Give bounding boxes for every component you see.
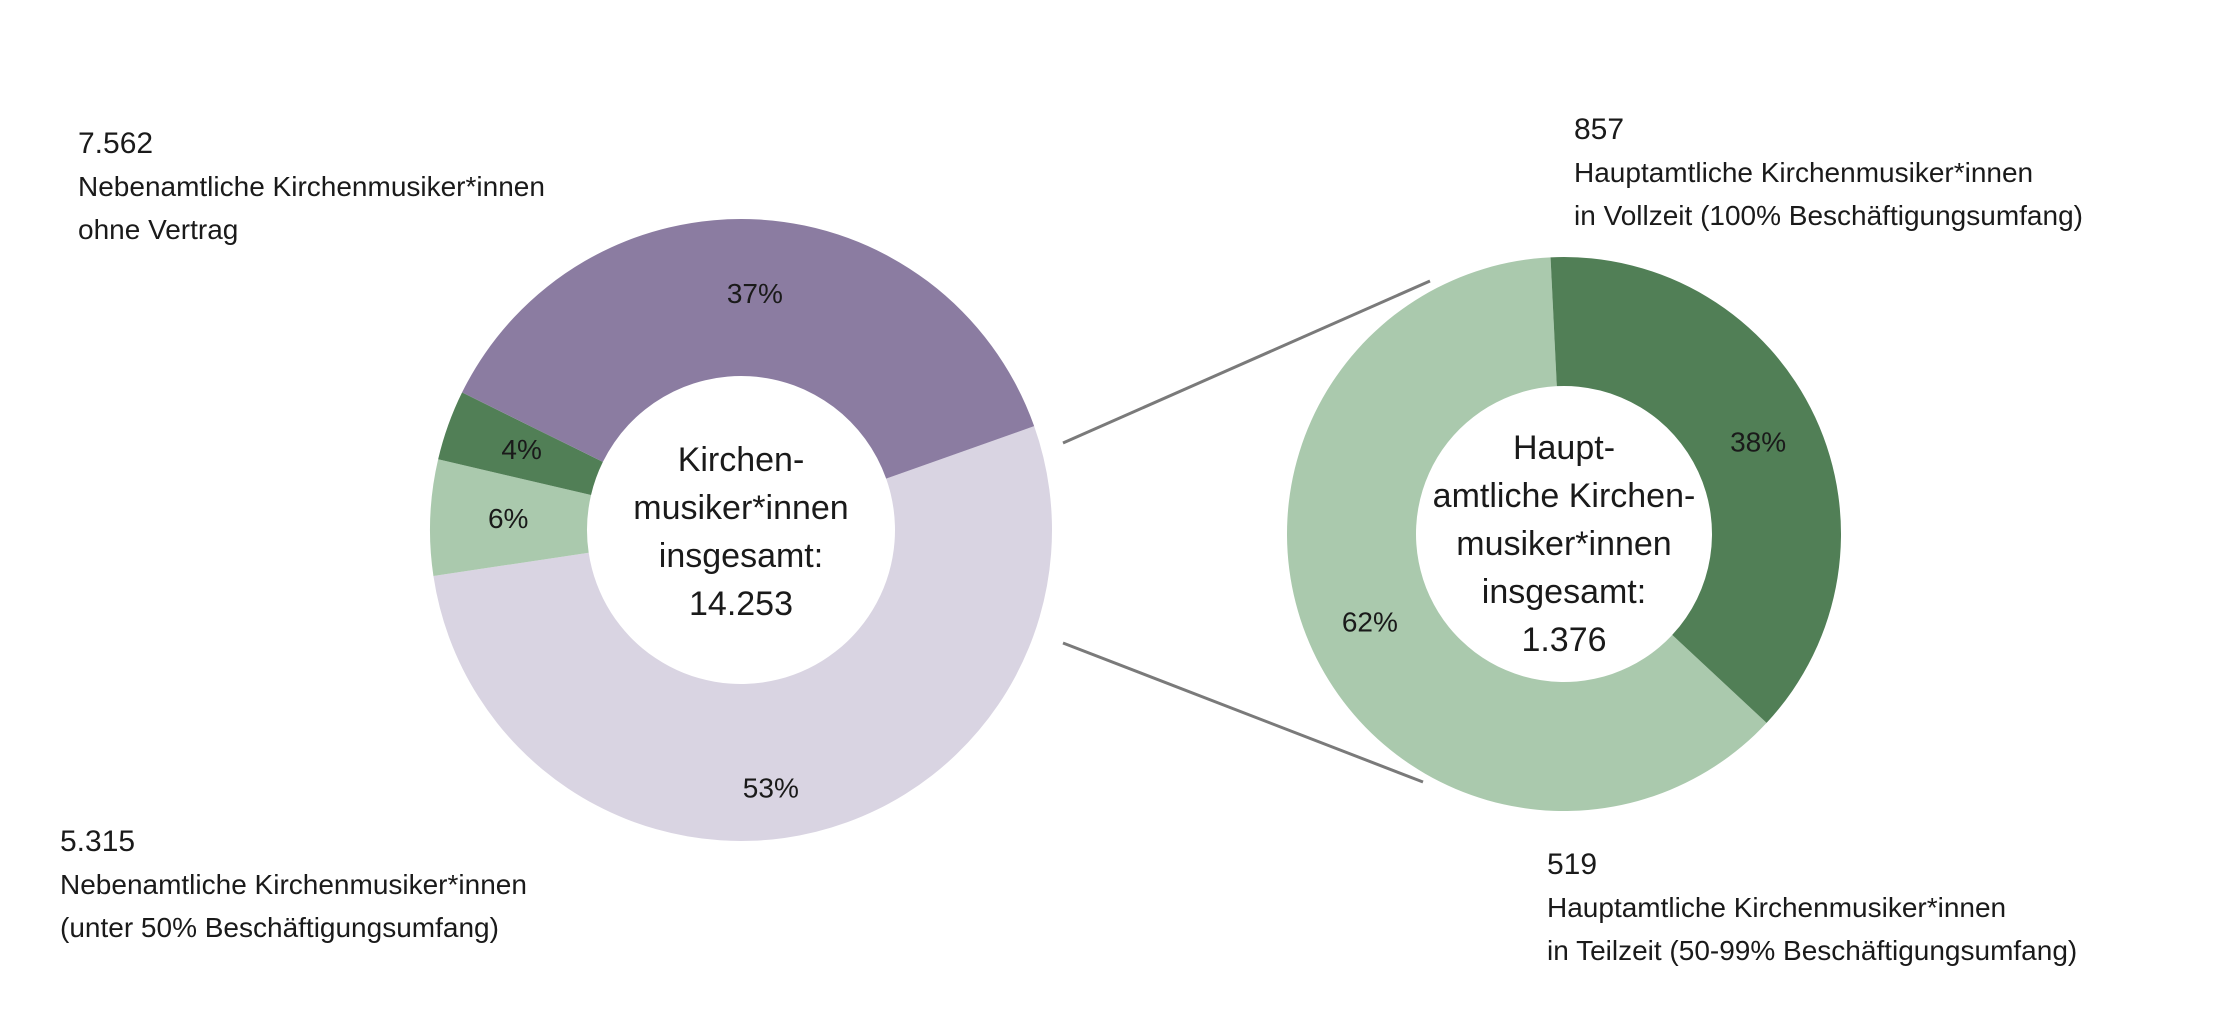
- slice-percent-label: 62%: [1342, 606, 1398, 637]
- annotation-line: Nebenamtliche Kirchenmusiker*innen: [60, 869, 527, 900]
- annotation-number: 857: [1574, 113, 1625, 146]
- donut-center-label: Kirchen-: [678, 441, 805, 479]
- annotation-teilzeit: 519 Hauptamtliche Kirchenmusiker*innen i…: [1547, 843, 2077, 972]
- donut-slice: [1286, 257, 1767, 811]
- annotation-line: in Vollzeit (100% Beschäftigungsumfang): [1574, 200, 2083, 231]
- annotation-line: in Teilzeit (50-99% Beschäftigungsumfang…: [1547, 935, 2078, 966]
- annotation-line: Hauptamtliche Kirchenmusiker*innen: [1547, 892, 2007, 923]
- donut-center-label: insgesamt:: [1482, 573, 1646, 611]
- annotation-number: 7.562: [78, 127, 154, 160]
- donut-slice: [462, 219, 1035, 479]
- annotation-number: 5.315: [60, 825, 136, 858]
- slice-percent-label: 4%: [501, 434, 541, 465]
- connector-line: [1062, 641, 1424, 784]
- slice-percent-label: 38%: [1730, 426, 1786, 457]
- annotation-ohne-vertrag: 7.562 Nebenamtliche Kirchenmusiker*innen…: [78, 122, 545, 251]
- donut-center-label: musiker*innen: [1456, 525, 1671, 563]
- donut-center-label: insgesamt:: [659, 537, 823, 575]
- annotation-nebenamtlich-unter50: 5.315 Nebenamtliche Kirchenmusiker*innen…: [60, 820, 527, 949]
- donut-center-label: Haupt-: [1513, 429, 1615, 467]
- connector-line: [1062, 279, 1431, 445]
- annotation-vollzeit: 857 Hauptamtliche Kirchenmusiker*innen i…: [1574, 108, 2083, 237]
- donut-center-label: 1.376: [1521, 621, 1606, 659]
- donut-center-label: 14.253: [689, 585, 793, 623]
- donut-slice: [1550, 257, 1841, 723]
- annotation-line: (unter 50% Beschäftigungsumfang): [60, 912, 499, 943]
- slice-percent-label: 6%: [488, 503, 528, 534]
- donut-slice: [438, 392, 603, 495]
- donut-center-label: musiker*innen: [633, 489, 848, 527]
- annotation-number: 519: [1547, 848, 1598, 881]
- annotation-line: ohne Vertrag: [78, 214, 239, 245]
- annotation-line: Hauptamtliche Kirchenmusiker*innen: [1574, 157, 2034, 188]
- donut-slice: [433, 426, 1053, 841]
- donut-center-label: amtliche Kirchen-: [1433, 477, 1696, 515]
- annotation-line: Nebenamtliche Kirchenmusiker*innen: [78, 171, 545, 202]
- slice-percent-label: 53%: [743, 772, 799, 803]
- slice-percent-label: 37%: [727, 278, 783, 309]
- donut-slice: [429, 459, 592, 576]
